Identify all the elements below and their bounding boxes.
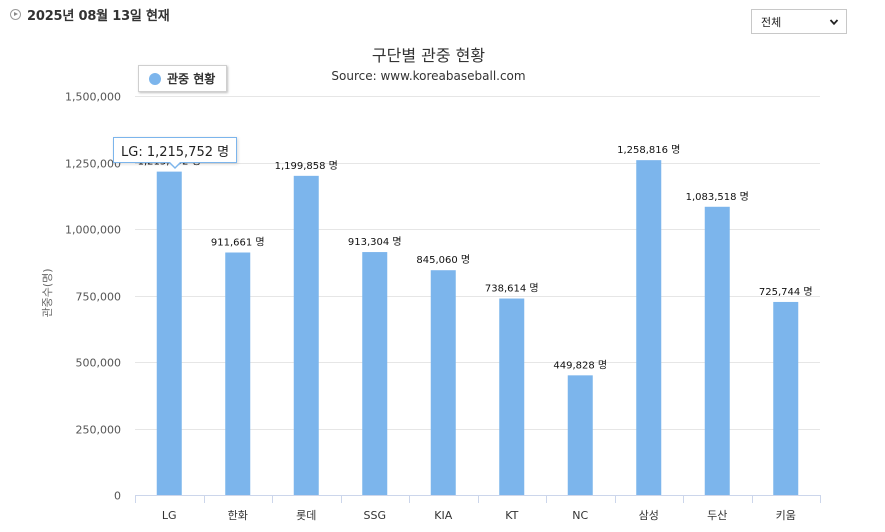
x-tick-label: 키움 [776, 509, 796, 522]
date-header: 2025년 08월 13일 현재 [10, 4, 170, 24]
bar [773, 301, 799, 495]
x-tick-label: 한화 [228, 509, 248, 522]
team-filter-value: 전체 [761, 15, 782, 29]
bar [636, 160, 662, 495]
bar [225, 252, 251, 495]
legend-swatch [149, 72, 161, 85]
x-tick-label: SSG [364, 509, 387, 522]
x-tick-label: LG [162, 509, 177, 522]
y-tick-label: 0 [114, 490, 121, 503]
data-label: 449,828 명 [553, 359, 607, 371]
team-filter-select[interactable]: 전체 [751, 9, 847, 34]
date-text: 2025년 08월 13일 현재 [27, 8, 170, 24]
legend-label: 관중 현황 [167, 72, 216, 86]
y-tick-label: 500,000 [76, 357, 122, 370]
chart-title: 구단별 관중 현황 [371, 46, 486, 65]
y-tick-label: 1,500,000 [65, 91, 121, 104]
bar [567, 375, 593, 495]
y-tick-label: 750,000 [76, 291, 122, 304]
x-tick-label: 두산 [707, 509, 727, 522]
bar [156, 171, 182, 495]
circle-arrow-icon [10, 8, 21, 20]
data-label: 1,083,518 명 [686, 191, 749, 203]
data-label: 1,258,816 명 [617, 144, 680, 156]
chevron-down-icon [829, 18, 839, 25]
x-tick-label: 롯데 [296, 509, 316, 522]
x-tick-label: 삼성 [639, 509, 659, 522]
bar [293, 175, 319, 495]
chart-legend[interactable]: 관중 현황 [138, 65, 227, 92]
x-tick-label: KIA [434, 509, 452, 522]
data-label: 738,614 명 [485, 283, 539, 295]
data-label: 725,744 명 [759, 286, 813, 298]
data-label: 913,304 명 [348, 236, 402, 248]
bar [499, 298, 525, 495]
data-label: 911,661 명 [211, 236, 265, 248]
y-tick-label: 1,000,000 [65, 224, 121, 237]
bar [704, 206, 730, 495]
x-tick-label: KT [505, 509, 518, 522]
bar [430, 270, 456, 495]
y-tick-label: 250,000 [76, 424, 122, 437]
x-tick-label: NC [572, 509, 588, 522]
bar [362, 252, 388, 495]
y-tick-label: 1,250,000 [65, 158, 121, 171]
chart-subtitle: Source: www.koreabaseball.com [331, 69, 526, 83]
data-label: 845,060 명 [416, 254, 470, 266]
data-label: 1,199,858 명 [275, 160, 338, 172]
chart-tooltip: LG: 1,215,752 명 [113, 137, 238, 169]
